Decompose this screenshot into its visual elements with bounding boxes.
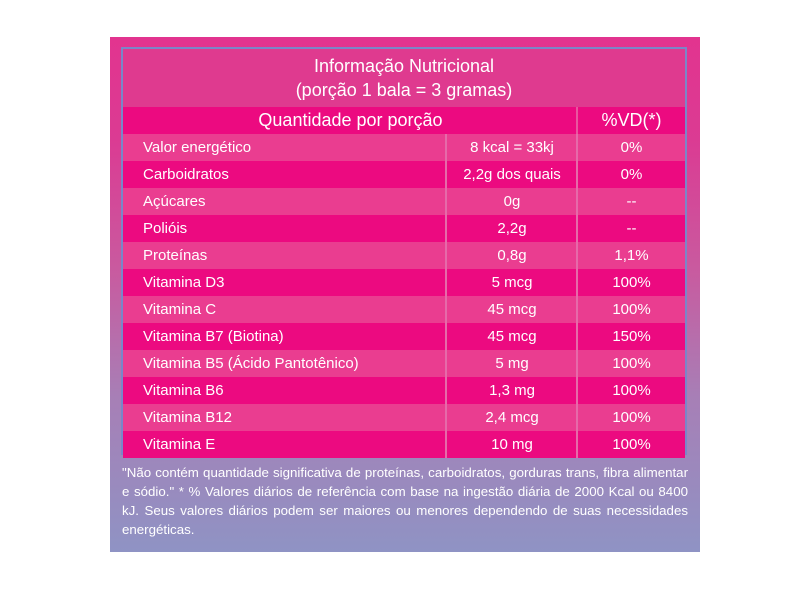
column-divider	[576, 404, 578, 431]
column-divider	[445, 215, 447, 242]
table-row: Açúcares 0g --	[123, 188, 685, 215]
nutrient-name: Vitamina B5 (Ácido Pantotênico)	[143, 355, 359, 372]
column-divider	[445, 323, 447, 350]
column-divider	[576, 296, 578, 323]
column-divider	[576, 323, 578, 350]
column-divider	[576, 242, 578, 269]
nutrient-dv: --	[626, 220, 637, 237]
table-row: Proteínas 0,8g 1,1%	[123, 242, 685, 269]
column-divider	[576, 377, 578, 404]
column-divider	[445, 350, 447, 377]
table-row: Vitamina C 45 mcg 100%	[123, 296, 685, 323]
column-divider	[576, 161, 578, 188]
nutrient-name: Carboidratos	[143, 166, 229, 183]
column-divider	[576, 107, 578, 134]
footnote: "Não contém quantidade significativa de …	[122, 465, 688, 537]
nutrient-name: Vitamina C	[143, 301, 217, 318]
nutrient-amount: 0,8g	[497, 247, 527, 264]
column-divider	[576, 188, 578, 215]
table-title: Informação Nutricional (porção 1 bala = …	[123, 49, 685, 107]
table-row: Vitamina B6 1,3 mg 100%	[123, 377, 685, 404]
nutrient-dv: 1,1%	[614, 247, 649, 264]
nutrient-amount: 5 mcg	[491, 274, 533, 291]
nutrition-table: Informação Nutricional (porção 1 bala = …	[121, 47, 687, 458]
header-dv: %VD(*)	[601, 110, 662, 130]
nutrient-amount: 0g	[503, 193, 521, 210]
table-row: Vitamina E 10 mg 100%	[123, 431, 685, 458]
nutrient-name: Vitamina E	[143, 436, 216, 453]
nutrient-amount: 45 mcg	[487, 301, 537, 318]
column-divider	[445, 377, 447, 404]
nutrient-dv: 0%	[620, 139, 643, 156]
column-divider	[445, 431, 447, 458]
column-divider	[576, 134, 578, 161]
title-line-1: Informação Nutricional	[313, 56, 495, 76]
table-row: Polióis 2,2g --	[123, 215, 685, 242]
nutrient-dv: 100%	[612, 436, 651, 453]
nutrient-dv: 0%	[620, 166, 643, 183]
table-header: Quantidade por porção %VD(*)	[123, 107, 685, 134]
column-divider	[576, 350, 578, 377]
table-body: Valor energético 8 kcal = 33kj 0% Carboidr…	[123, 134, 685, 458]
nutrient-name: Açúcares	[143, 193, 206, 210]
nutrient-name: Polióis	[143, 220, 188, 237]
nutrient-name: Proteínas	[143, 247, 208, 264]
nutrient-dv: 100%	[612, 382, 651, 399]
nutrient-dv: 150%	[612, 328, 651, 345]
nutrition-panel: Informação Nutricional (porção 1 bala = …	[110, 37, 700, 552]
column-divider	[445, 296, 447, 323]
column-divider	[445, 134, 447, 161]
nutrient-name: Vitamina B7 (Biotina)	[143, 328, 284, 345]
nutrient-amount: 1,3 mg	[489, 382, 535, 399]
column-divider	[445, 269, 447, 296]
nutrient-dv: 100%	[612, 301, 651, 318]
title-line-2: (porção 1 bala = 3 gramas)	[295, 80, 513, 100]
nutrient-amount: 45 mcg	[487, 328, 537, 345]
nutrient-amount: 8 kcal = 33kj	[470, 139, 554, 156]
nutrient-dv: --	[626, 193, 637, 210]
nutrient-amount: 10 mg	[491, 436, 533, 453]
nutrient-name: Vitamina B6	[143, 382, 224, 399]
nutrient-amount: 2,2g	[497, 220, 527, 237]
table-row: Vitamina B5 (Ácido Pantotênico) 5 mg 100%	[123, 350, 685, 377]
nutrient-name: Valor energético	[143, 139, 252, 156]
table-row: Vitamina B12 2,4 mcg 100%	[123, 404, 685, 431]
table-row: Vitamina D3 5 mcg 100%	[123, 269, 685, 296]
table-row: Valor energético 8 kcal = 33kj 0%	[123, 134, 685, 161]
column-divider	[445, 404, 447, 431]
nutrient-dv: 100%	[612, 355, 651, 372]
column-divider	[445, 188, 447, 215]
header-quantity: Quantidade por porção	[258, 110, 443, 130]
column-divider	[576, 215, 578, 242]
column-divider	[445, 242, 447, 269]
table-row: Vitamina B7 (Biotina) 45 mcg 150%	[123, 323, 685, 350]
nutrient-dv: 100%	[612, 409, 651, 426]
column-divider	[576, 431, 578, 458]
nutrient-dv: 100%	[612, 274, 651, 291]
column-divider	[445, 161, 447, 188]
nutrient-name: Vitamina D3	[143, 274, 225, 291]
table-row: Carboidratos 2,2g dos quais 0%	[123, 161, 685, 188]
nutrient-amount: 2,4 mcg	[485, 409, 539, 426]
nutrient-amount: 2,2g dos quais	[463, 166, 561, 183]
column-divider	[576, 269, 578, 296]
nutrient-name: Vitamina B12	[143, 409, 232, 426]
nutrient-amount: 5 mg	[495, 355, 529, 372]
